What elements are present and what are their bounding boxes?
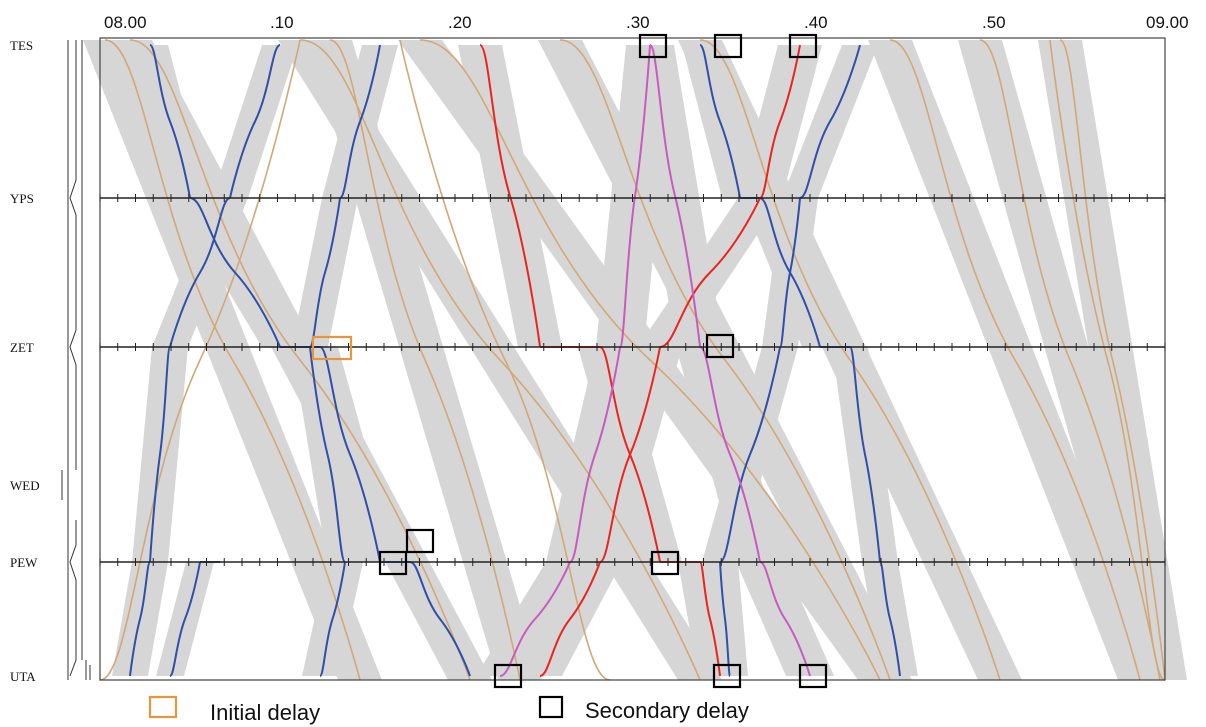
train-path bbox=[329, 39, 521, 681]
train-path bbox=[719, 561, 731, 677]
initial-delay-box bbox=[311, 335, 353, 361]
secondary-delay-box bbox=[493, 663, 523, 689]
train-path bbox=[169, 561, 201, 677]
train-path bbox=[169, 197, 231, 348]
train-path bbox=[569, 346, 621, 563]
train-path bbox=[319, 346, 381, 563]
train-path bbox=[419, 39, 881, 681]
train-path bbox=[979, 39, 1161, 681]
train-path bbox=[1059, 39, 1166, 681]
legend-label: Secondary delay bbox=[585, 698, 749, 723]
train-path bbox=[559, 39, 891, 681]
train-path bbox=[99, 39, 301, 681]
train-path bbox=[649, 44, 701, 348]
train-path bbox=[319, 561, 346, 677]
secondary-delay-box bbox=[713, 33, 743, 59]
train-path bbox=[699, 44, 741, 199]
train-path bbox=[104, 39, 361, 681]
train-path bbox=[229, 44, 281, 199]
time-label: .30 bbox=[626, 13, 650, 32]
track-schematic bbox=[61, 40, 91, 680]
train-path bbox=[779, 197, 801, 348]
station-label: PEW bbox=[10, 555, 38, 570]
station-label: WED bbox=[10, 478, 40, 493]
time-label: .40 bbox=[804, 13, 828, 32]
legend-label: Initial delay bbox=[210, 700, 320, 725]
plot-frame bbox=[99, 37, 1166, 681]
station-labels: TES YPS ZET WED PEW UTA bbox=[10, 38, 40, 684]
train-path bbox=[659, 197, 761, 348]
secondary-delay-box bbox=[378, 550, 408, 576]
train-path bbox=[599, 346, 661, 563]
train-path bbox=[759, 561, 811, 677]
train-path bbox=[619, 44, 651, 348]
train-path bbox=[889, 39, 1141, 681]
legend-swatch bbox=[148, 695, 178, 719]
time-axis: 08.00 .10 .20 .30 .40 .50 09.00 bbox=[104, 13, 1189, 32]
station-label: ZET bbox=[10, 340, 34, 355]
train-path bbox=[129, 561, 151, 677]
train-path bbox=[149, 44, 191, 199]
station-label: YPS bbox=[10, 191, 34, 206]
secondary-delay-box bbox=[712, 663, 742, 689]
train-path bbox=[129, 39, 471, 681]
train-path bbox=[539, 561, 601, 677]
train-path bbox=[499, 561, 571, 677]
train-paths bbox=[99, 39, 1166, 681]
train-path bbox=[1049, 39, 1166, 681]
train-path bbox=[699, 39, 1001, 681]
train-path bbox=[339, 44, 381, 199]
time-label: 09.00 bbox=[1146, 13, 1189, 32]
train-path bbox=[399, 39, 611, 681]
secondary-delay-box bbox=[798, 663, 828, 689]
train-path bbox=[719, 346, 781, 563]
train-path bbox=[699, 346, 761, 563]
legend: Initial delay Secondary delay bbox=[148, 695, 749, 725]
train-path bbox=[799, 44, 861, 199]
train-path bbox=[699, 561, 721, 677]
secondary-delay-box bbox=[788, 33, 818, 59]
train-path bbox=[409, 561, 471, 677]
train-path bbox=[309, 346, 346, 563]
delay-markers bbox=[311, 33, 828, 689]
time-label: .10 bbox=[270, 13, 294, 32]
train-path bbox=[479, 44, 541, 348]
time-label: .20 bbox=[448, 13, 472, 32]
time-label: 08.00 bbox=[104, 13, 147, 32]
secondary-delay-box bbox=[405, 528, 435, 554]
train-path bbox=[189, 197, 281, 348]
station-label: UTA bbox=[10, 669, 36, 684]
station-label: TES bbox=[10, 38, 33, 53]
train-path bbox=[849, 346, 881, 563]
train-path bbox=[149, 346, 171, 563]
legend-swatch bbox=[538, 695, 564, 719]
train-path bbox=[299, 39, 701, 681]
secondary-delay-box bbox=[638, 33, 668, 59]
train-path bbox=[879, 561, 901, 677]
secondary-delay-box bbox=[650, 550, 680, 576]
time-label: .50 bbox=[982, 13, 1006, 32]
secondary-delay-box bbox=[705, 333, 735, 359]
